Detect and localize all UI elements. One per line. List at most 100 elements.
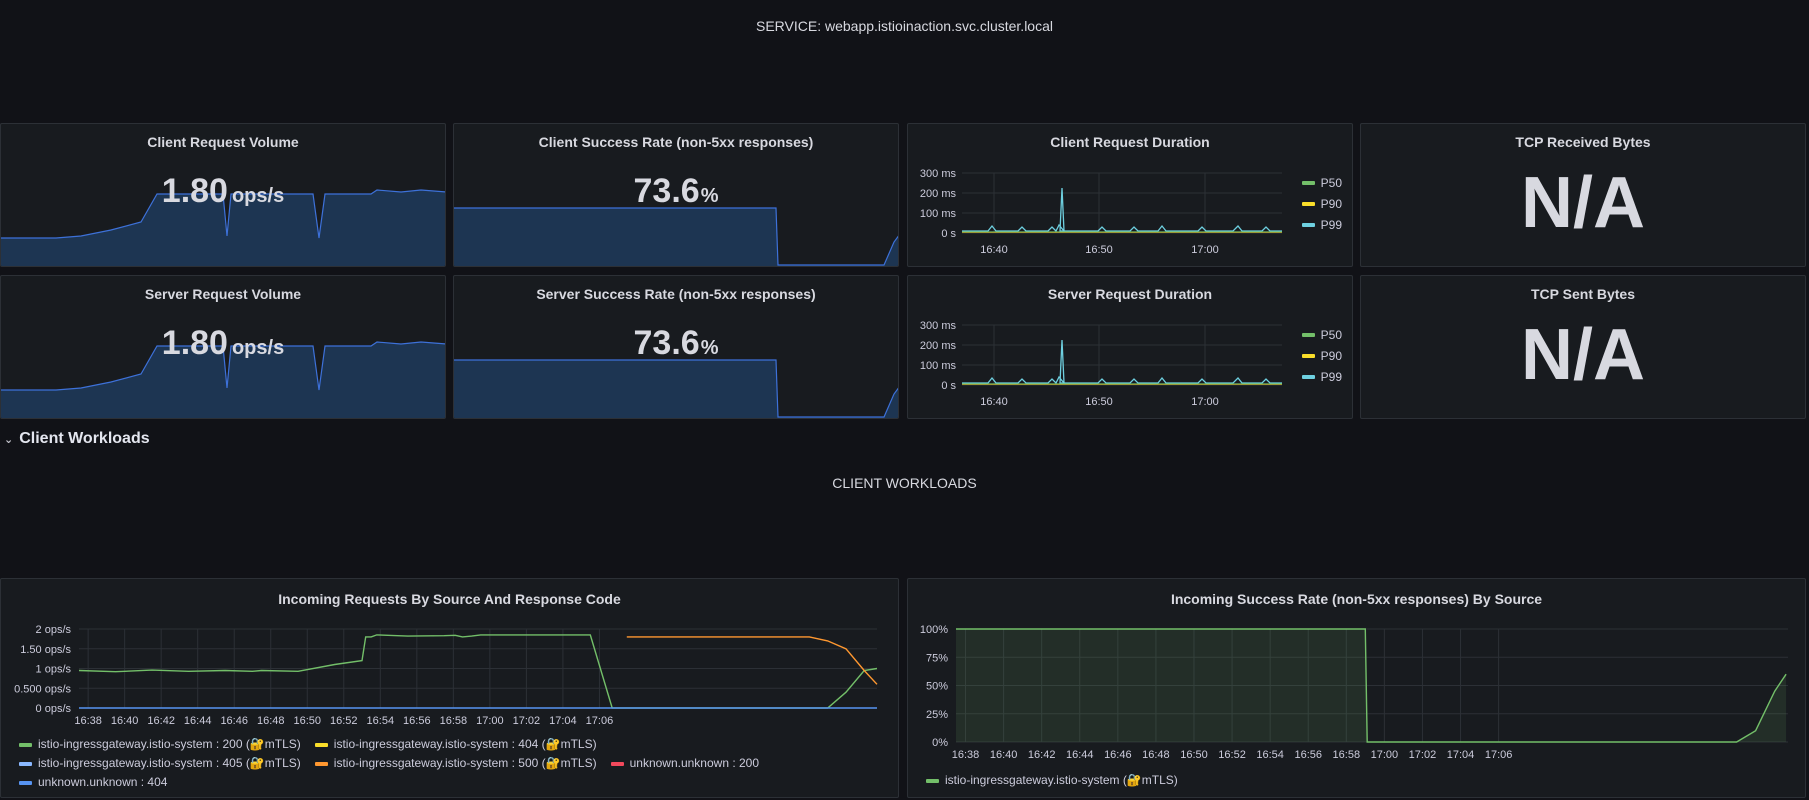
value-number: 73.6 (633, 324, 700, 362)
legend-item[interactable]: istio-ingressgateway.istio-system : 200 … (19, 735, 301, 754)
x-tick: 16:40 (990, 749, 1018, 759)
value-unit: % (700, 337, 719, 359)
stat-value: 73.6% (454, 324, 898, 363)
panel-title: Server Request Volume (144, 286, 302, 302)
y-tick: 2 ops/s (36, 624, 72, 636)
tcp-sent-bytes-panel[interactable]: TCP Sent Bytes N/A (1360, 275, 1806, 419)
legend: P50 P90 P99 (1301, 324, 1342, 387)
panel-title: TCP Received Bytes (1515, 134, 1651, 150)
duration-chart: 300 ms 200 ms 100 ms 0 s 16:40 16:50 17:… (920, 320, 1282, 408)
y-tick: 100 ms (920, 208, 957, 220)
series-area (956, 629, 1787, 742)
y-tick: 200 ms (920, 340, 957, 352)
x-tick: 16:56 (1294, 749, 1322, 759)
x-tick: 17:00 (1191, 396, 1219, 408)
x-tick: 16:42 (1028, 749, 1056, 759)
legend-swatch (1301, 353, 1315, 358)
legend-swatch (926, 778, 939, 783)
legend-item[interactable]: istio-ingressgateway.istio-system : 405 … (19, 754, 301, 773)
section-title: CLIENT WORKLOADS (832, 475, 977, 491)
x-tick: 16:44 (184, 715, 212, 727)
x-tick: 16:50 (293, 715, 321, 727)
legend-label: istio-ingressgateway.istio-system : 500 … (333, 756, 597, 770)
legend-item[interactable]: P50 (1301, 172, 1342, 193)
sparkline (454, 207, 898, 266)
y-tick: 0 s (941, 228, 956, 240)
legend-swatch (19, 780, 32, 785)
x-tick: 17:06 (586, 715, 614, 727)
legend-label: P99 (1320, 217, 1342, 232)
legend-item[interactable]: P90 (1301, 193, 1342, 214)
incoming-requests-panel[interactable]: Incoming Requests By Source And Response… (0, 578, 899, 798)
x-tick: 16:52 (1218, 749, 1246, 759)
legend-item[interactable]: istio-ingressgateway.istio-system : 500 … (314, 754, 597, 773)
value-unit: % (700, 185, 719, 207)
x-tick: 17:02 (1409, 749, 1437, 759)
x-tick: 16:44 (1066, 749, 1094, 759)
legend-swatch (1301, 222, 1315, 227)
client-request-volume-panel[interactable]: Client Request Volume 1.80 ops/s (0, 123, 446, 267)
x-tick: 16:50 (1085, 396, 1113, 408)
client-success-rate-panel[interactable]: Client Success Rate (non-5xx responses) … (453, 123, 899, 267)
y-tick: 0 s (941, 380, 956, 392)
y-tick: 1 ops/s (36, 664, 72, 676)
row-toggle-client-workloads[interactable]: ⌄ Client Workloads (4, 430, 150, 448)
x-tick: 16:40 (111, 715, 139, 727)
incoming-success-chart: 100% 75% 50% 25% 0% 16:38 16:40 16:42 16:44 16:46… (920, 624, 1788, 759)
series-line (78, 634, 878, 709)
legend-item[interactable]: P99 (1301, 214, 1342, 235)
legend-item[interactable]: unknown.unknown : 404 (19, 773, 167, 792)
server-request-volume-panel[interactable]: Server Request Volume 1.80 ops/s (0, 275, 446, 419)
legend-item[interactable]: P50 (1301, 324, 1342, 345)
server-request-duration-panel[interactable]: Server Request Duration 300 ms 200 ms 10… (907, 275, 1353, 419)
legend-swatch (1301, 332, 1315, 337)
legend-label: istio-ingressgateway.istio-system : 404 … (333, 737, 597, 751)
x-tick: 17:02 (513, 715, 541, 727)
legend-label: istio-ingressgateway.istio-system : 200 … (38, 737, 301, 751)
stat-value: N/A (1521, 315, 1645, 395)
x-tick: 16:40 (980, 244, 1008, 256)
x-tick: 16:42 (147, 715, 175, 727)
tcp-received-bytes-panel[interactable]: TCP Received Bytes N/A (1360, 123, 1806, 267)
x-tick: 16:50 (1180, 749, 1208, 759)
legend-swatch (19, 742, 32, 747)
legend-item[interactable]: istio-ingressgateway.istio-system (🔐mTLS… (926, 771, 1178, 790)
y-tick: 300 ms (920, 168, 957, 180)
service-title: SERVICE: webapp.istioinaction.svc.cluste… (756, 18, 1053, 34)
legend-swatch (1301, 374, 1315, 379)
x-tick: 16:52 (330, 715, 358, 727)
x-tick: 16:46 (220, 715, 248, 727)
x-tick: 16:56 (403, 715, 431, 727)
stat-value: 73.6% (454, 172, 898, 211)
sparkline (1, 341, 445, 418)
x-tick: 17:00 (476, 715, 504, 727)
incoming-success-rate-panel[interactable]: Incoming Success Rate (non-5xx responses… (907, 578, 1806, 798)
legend: istio-ingressgateway.istio-system (🔐mTLS… (926, 771, 1178, 790)
row-title: Client Workloads (19, 430, 150, 447)
y-tick: 300 ms (920, 320, 957, 332)
legend: istio-ingressgateway.istio-system : 200 … (19, 735, 759, 792)
legend-label: unknown.unknown : 200 (629, 756, 760, 770)
legend-item[interactable]: P90 (1301, 345, 1342, 366)
value-number: 1.80 (161, 172, 228, 210)
x-tick: 16:40 (980, 396, 1008, 408)
p99-series (962, 339, 1282, 385)
x-tick: 16:58 (1333, 749, 1361, 759)
x-tick: 17:04 (1447, 749, 1475, 759)
legend-item[interactable]: P99 (1301, 366, 1342, 387)
y-tick: 1.50 ops/s (20, 644, 71, 656)
legend-swatch (19, 761, 32, 766)
legend-item[interactable]: istio-ingressgateway.istio-system : 404 … (314, 735, 597, 754)
x-tick: 16:38 (952, 749, 980, 759)
legend-label: P50 (1320, 175, 1342, 190)
legend-label: istio-ingressgateway.istio-system (🔐mTLS… (945, 773, 1178, 787)
legend-item[interactable]: unknown.unknown : 200 (610, 754, 760, 773)
stat-value: 1.80 ops/s (1, 324, 445, 363)
client-request-duration-panel[interactable]: Client Request Duration 300 ms 200 ms 10… (907, 123, 1353, 267)
server-success-rate-panel[interactable]: Server Success Rate (non-5xx responses) … (453, 275, 899, 419)
p99-series (962, 187, 1282, 233)
legend-label: P50 (1320, 327, 1342, 342)
legend-swatch (314, 761, 328, 766)
legend-label: P99 (1320, 369, 1342, 384)
